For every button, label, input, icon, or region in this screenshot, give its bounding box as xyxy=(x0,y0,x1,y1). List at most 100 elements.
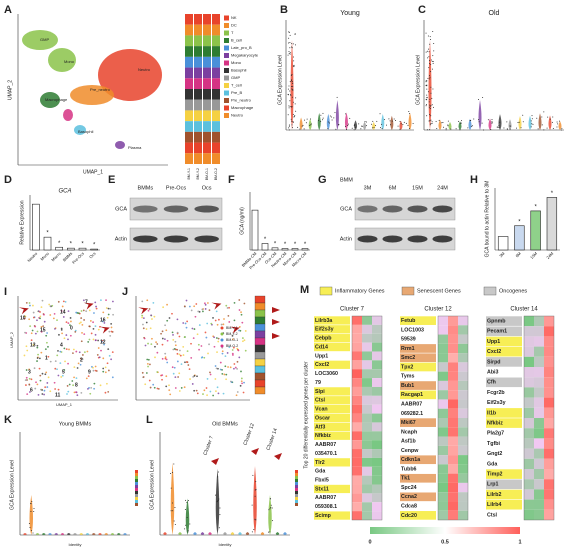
umap-dot xyxy=(238,325,241,328)
dot xyxy=(288,85,290,87)
umap-dot xyxy=(110,326,113,329)
umap-dot xyxy=(90,332,93,335)
dot xyxy=(492,122,494,124)
heat-cell xyxy=(372,395,382,405)
umap-dot xyxy=(109,307,112,310)
dot xyxy=(430,108,432,110)
umap-dot xyxy=(39,379,42,382)
violin xyxy=(73,533,77,535)
heat-cell xyxy=(458,445,468,456)
dot xyxy=(371,123,373,125)
umap-dot xyxy=(41,299,44,302)
umap-dot xyxy=(48,303,51,306)
umap-dot xyxy=(176,331,179,334)
umap-dot xyxy=(191,327,194,330)
dot xyxy=(291,47,293,49)
umap-dot xyxy=(108,354,111,357)
dot xyxy=(33,507,35,509)
violin xyxy=(98,533,102,535)
dot xyxy=(174,524,176,526)
heat-cell xyxy=(372,431,382,441)
umap-dot xyxy=(180,363,183,366)
umap-dot xyxy=(151,337,153,340)
dot xyxy=(293,64,295,66)
umap-dot xyxy=(112,313,114,316)
dot xyxy=(442,122,444,124)
dot xyxy=(185,524,187,526)
umap-dot xyxy=(81,323,84,326)
legend-swatch xyxy=(135,485,138,488)
dot xyxy=(294,115,296,117)
dot xyxy=(254,518,256,520)
dot xyxy=(361,125,363,127)
violin xyxy=(79,533,83,535)
umap-dot xyxy=(216,386,219,389)
umap-dot xyxy=(104,391,107,394)
umap-dot xyxy=(65,348,68,351)
umap-dot xyxy=(65,334,68,336)
umap-dot xyxy=(156,371,159,373)
dot xyxy=(347,123,349,125)
umap-dot xyxy=(29,304,31,307)
umap-dot xyxy=(106,362,109,365)
umap-dot xyxy=(192,337,195,339)
panel-title: Young BMMs xyxy=(59,421,92,427)
axis-label: Identity xyxy=(219,542,232,547)
dot xyxy=(217,499,219,501)
umap-dot xyxy=(43,389,46,392)
dot xyxy=(426,50,428,52)
dot xyxy=(293,115,295,117)
umap-dot xyxy=(184,361,186,364)
umap-dot xyxy=(233,363,236,365)
umap-dot xyxy=(83,351,86,354)
stack-seg xyxy=(185,89,193,100)
cluster-label: Neutro xyxy=(138,67,151,72)
heat-cell xyxy=(362,502,372,512)
umap-dot xyxy=(107,390,110,393)
dot xyxy=(347,124,349,126)
legend-swatch xyxy=(295,500,298,503)
heat-cell xyxy=(352,386,362,396)
dot xyxy=(549,118,551,120)
dot xyxy=(268,509,270,511)
panel-letter: C xyxy=(418,4,426,16)
dot xyxy=(354,124,356,126)
legend-label: Late_pro_B xyxy=(231,45,252,50)
umap-dot xyxy=(30,378,33,381)
umap-dot xyxy=(212,394,215,397)
legend-swatch xyxy=(135,479,138,482)
heat-cell xyxy=(362,369,372,379)
gene-highlight xyxy=(400,473,436,483)
heat-cell xyxy=(544,458,554,469)
heat-cell xyxy=(534,387,544,398)
dot xyxy=(497,126,499,128)
panel-letter: D xyxy=(4,174,12,186)
heat-cell xyxy=(448,380,458,391)
umap-dot xyxy=(190,342,192,345)
gene-label: Scimp xyxy=(315,513,332,519)
annotation: * xyxy=(534,204,537,210)
legend-label: Mono xyxy=(231,60,242,65)
dot xyxy=(320,120,322,122)
dot xyxy=(551,121,553,123)
dot xyxy=(288,124,290,126)
heat-cell xyxy=(362,342,372,352)
umap-dot xyxy=(223,318,225,320)
dot xyxy=(354,126,356,128)
heat-cell xyxy=(458,455,468,465)
stack-seg xyxy=(194,142,202,154)
umap-dot xyxy=(57,388,60,391)
dot xyxy=(31,501,33,503)
dot xyxy=(353,125,355,127)
legend-label: Inflammatory Genes xyxy=(335,288,385,294)
chart-title: GCA xyxy=(58,189,71,195)
legend-swatch xyxy=(135,470,138,473)
axis-label: UMAP_2 xyxy=(7,80,13,100)
stack-seg xyxy=(194,67,202,79)
umap-dot xyxy=(78,322,81,325)
violin xyxy=(238,532,242,535)
stack-seg xyxy=(203,14,211,25)
arrow xyxy=(138,307,149,315)
heat-cell xyxy=(544,418,554,429)
umap-dot xyxy=(38,357,41,360)
